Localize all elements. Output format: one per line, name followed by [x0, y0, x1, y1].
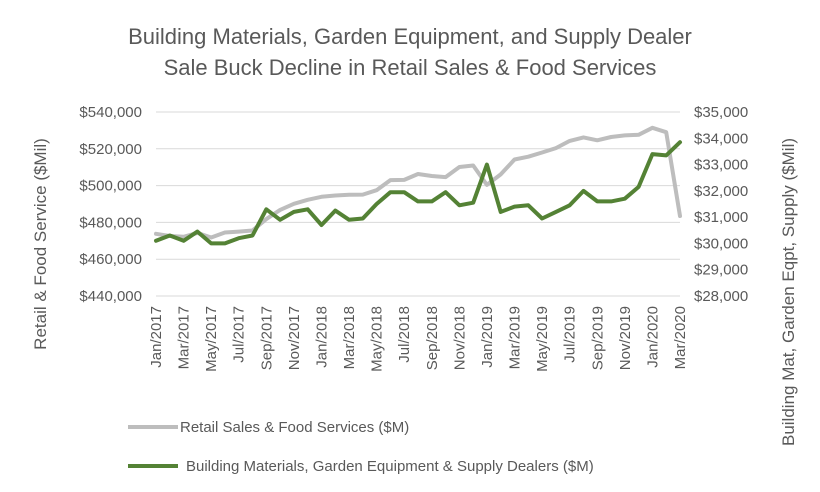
x-tick-label: Mar/2020: [672, 306, 689, 369]
x-tick-label: May/2017: [203, 306, 220, 372]
left-axis-ticks: $440,000 $460,000 $480,000 $500,000 $520,000…: [79, 104, 142, 305]
legend-label-retail: Retail Sales & Food Services ($M): [180, 419, 409, 436]
x-tick-label: Sep/2019: [589, 306, 606, 370]
right-axis-ticks: $28,000 $29,000 $30,000 $31,000 $32,000 $33,0…: [694, 104, 748, 305]
x-tick-label: May/2019: [534, 306, 551, 372]
x-tick-label: Mar/2019: [507, 306, 524, 369]
x-tick-label: Jan/2017: [148, 306, 165, 368]
right-tick-label: $33,000: [694, 157, 748, 174]
series-lines: [154, 125, 682, 246]
right-tick-label: $34,000: [694, 130, 748, 147]
x-tick-label: Nov/2017: [286, 306, 303, 370]
x-tick-label: May/2018: [369, 306, 386, 372]
x-tick-label: Jan/2019: [479, 306, 496, 368]
right-tick-label: $32,000: [694, 183, 748, 200]
left-axis-title: Retail & Food Service ($Mil): [31, 138, 50, 350]
x-tick-label: Sep/2017: [258, 306, 275, 370]
right-tick-label: $29,000: [694, 262, 748, 279]
right-tick-label: $31,000: [694, 209, 748, 226]
legend: Retail Sales & Food Services ($M) Buildi…: [128, 419, 594, 475]
left-tick-label: $480,000: [79, 214, 142, 231]
x-tick-label: Jul/2019: [562, 306, 579, 363]
x-axis-ticks: Jan/2017 Mar/2017 May/2017 Jul/2017 Sep/2017…: [148, 306, 689, 372]
x-tick-label: Jan/2020: [644, 306, 661, 368]
x-tick-label: Nov/2018: [451, 306, 468, 370]
right-tick-label: $28,000: [694, 288, 748, 305]
legend-label-building: Building Materials, Garden Equipment & S…: [186, 458, 594, 475]
chart-title-line1: Building Materials, Garden Equipment, an…: [128, 24, 692, 49]
chart-title-line2: Sale Buck Decline in Retail Sales & Food…: [164, 55, 657, 80]
left-tick-label: $460,000: [79, 251, 142, 268]
left-tick-label: $540,000: [79, 104, 142, 121]
right-tick-label: $30,000: [694, 235, 748, 252]
right-axis-title: Building Mat, Garden Eqpt, Supply ($Mil): [779, 138, 798, 446]
x-tick-label: Jan/2018: [313, 306, 330, 368]
x-tick-label: Jul/2018: [396, 306, 413, 363]
left-tick-label: $500,000: [79, 178, 142, 195]
right-tick-label: $35,000: [694, 104, 748, 121]
series-line-building: [154, 140, 682, 246]
series-line-retail: [154, 125, 682, 240]
gridlines: [156, 111, 680, 297]
x-tick-label: Sep/2018: [424, 306, 441, 370]
x-tick-label: Mar/2018: [341, 306, 358, 369]
left-tick-label: $440,000: [79, 288, 142, 305]
left-tick-label: $520,000: [79, 141, 142, 158]
x-tick-label: Mar/2017: [176, 306, 193, 369]
x-tick-label: Nov/2019: [617, 306, 634, 370]
x-tick-label: Jul/2017: [231, 306, 248, 363]
